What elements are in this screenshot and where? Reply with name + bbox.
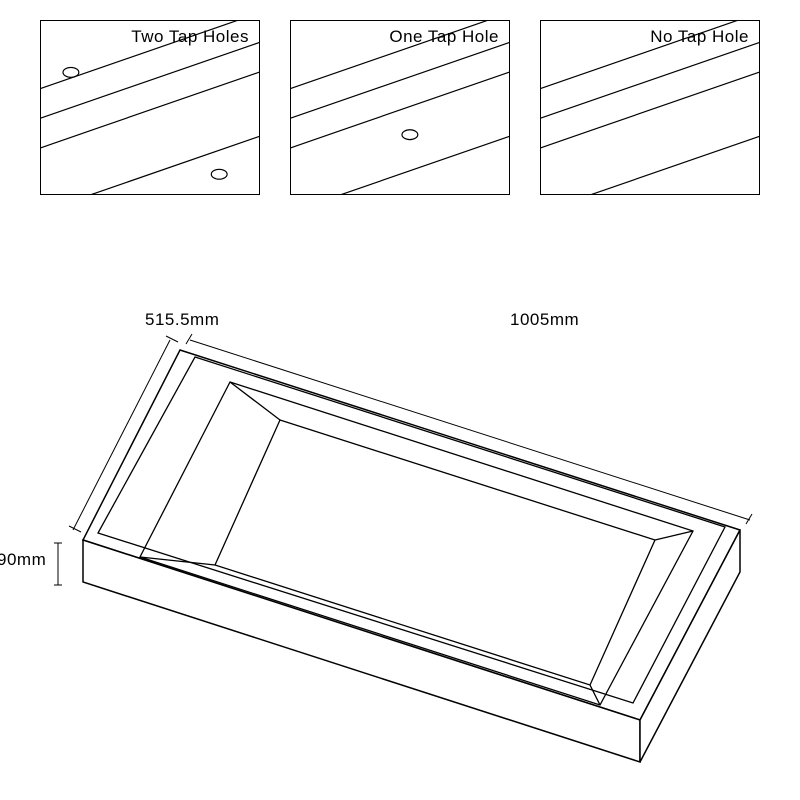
- options-row: Two Tap Holes One Tap Hole No Tap Hole: [0, 0, 800, 195]
- tap-hole-icon: [211, 169, 227, 179]
- dimension-depth-label: 515.5mm: [145, 310, 219, 330]
- tap-hole-icon: [402, 130, 418, 140]
- option-label: One Tap Hole: [389, 27, 499, 47]
- basin-isometric-svg: [0, 250, 800, 780]
- dimension-width-label: 1005mm: [510, 310, 579, 330]
- dimension-height-label: 90mm: [0, 550, 46, 570]
- option-one-tap-hole: One Tap Hole: [290, 20, 510, 195]
- option-two-tap-holes: Two Tap Holes: [40, 20, 260, 195]
- option-no-tap-hole: No Tap Hole: [540, 20, 760, 195]
- option-label: Two Tap Holes: [131, 27, 249, 47]
- main-isometric-diagram: 515.5mm 1005mm 90mm: [0, 250, 800, 780]
- option-label: No Tap Hole: [650, 27, 749, 47]
- tap-hole-icon: [63, 67, 79, 77]
